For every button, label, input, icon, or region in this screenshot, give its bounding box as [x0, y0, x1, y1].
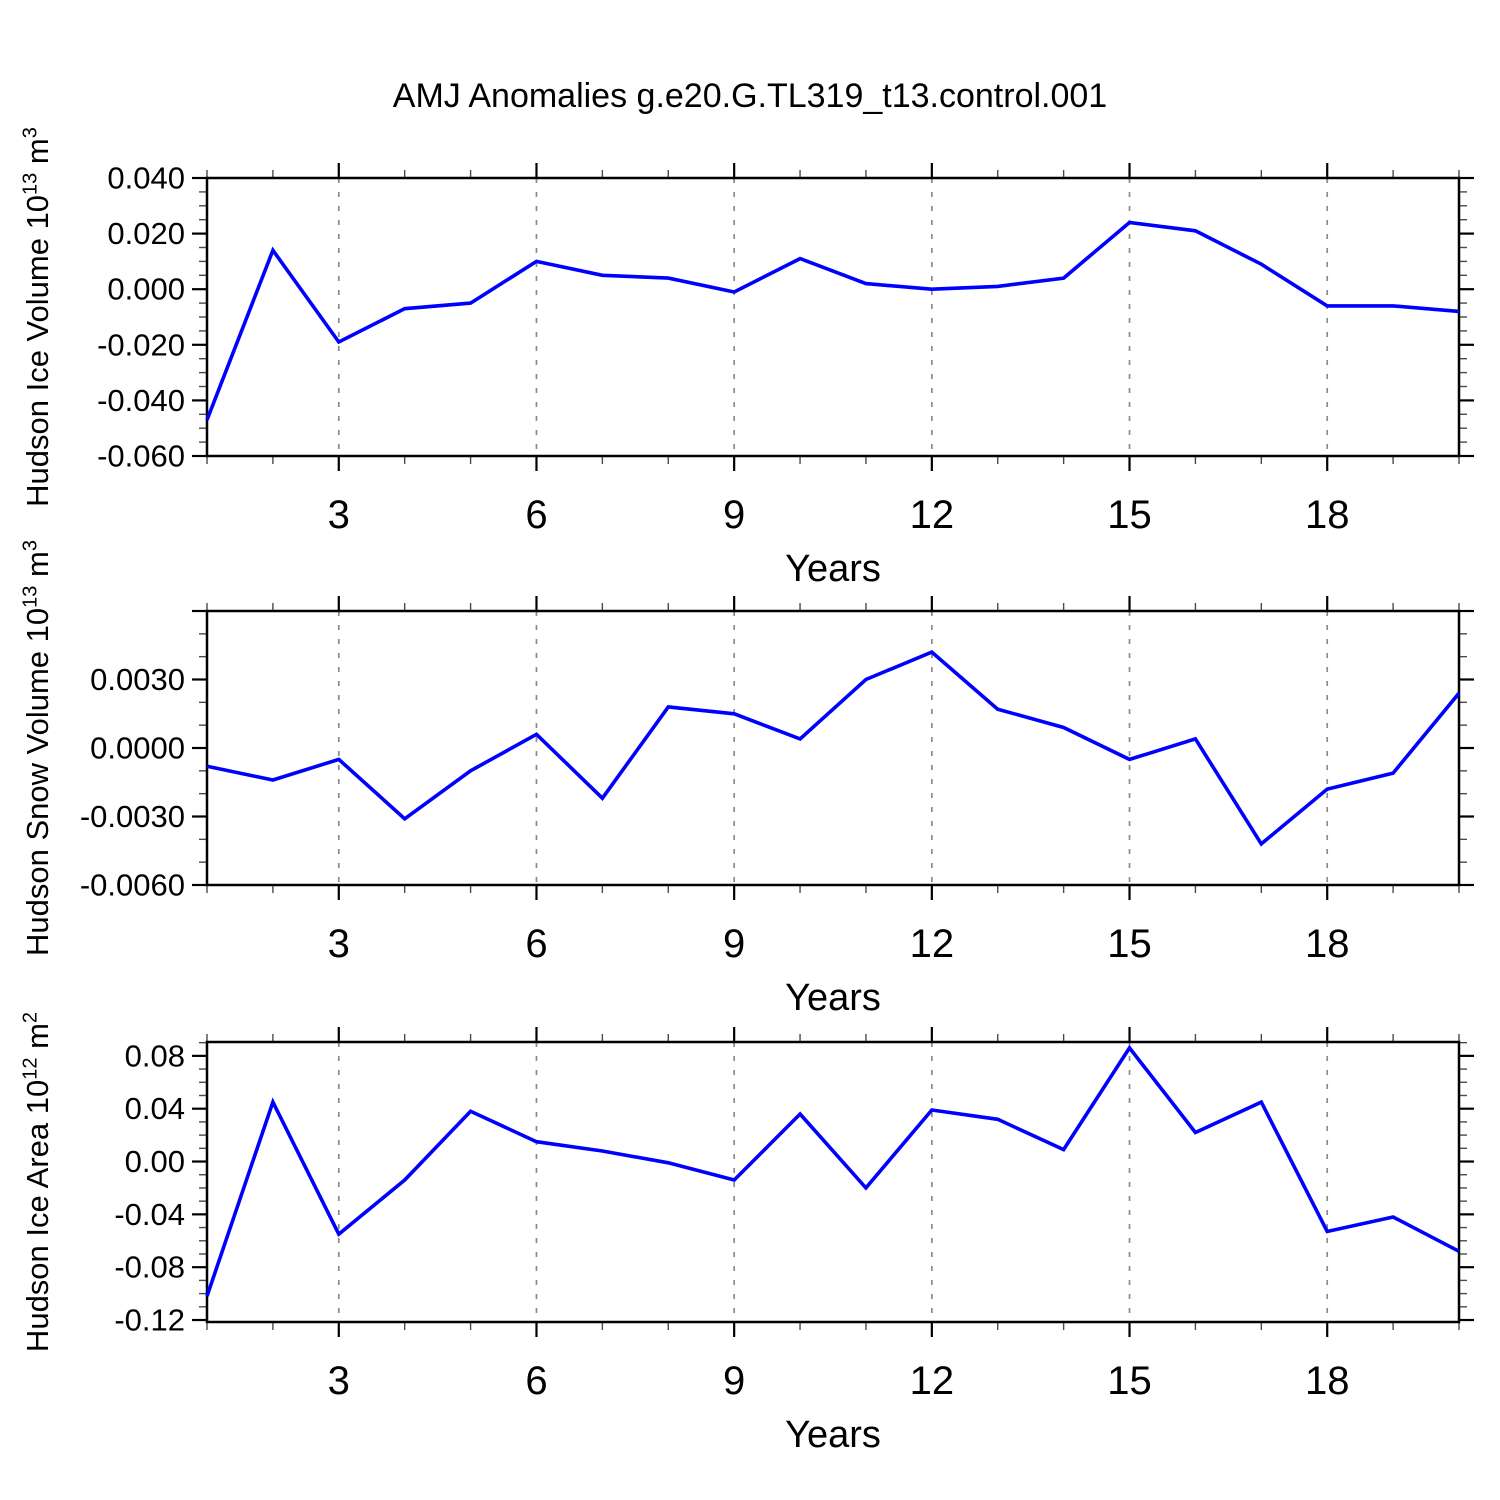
- panel-3: 0.08 0.04 0.00 -0.04 -0.08 -0.12 3 6 9 12 15 18 Year…: [114, 1027, 1474, 1456]
- y-tick-label: -0.0060: [80, 868, 185, 903]
- y-tick-label: 0.04: [125, 1091, 185, 1126]
- y-tick-label: -0.0030: [80, 799, 185, 834]
- x-tick-label: 18: [1305, 1359, 1350, 1403]
- x-tick-label: 15: [1107, 493, 1152, 537]
- x-tick-label: 18: [1305, 922, 1350, 966]
- y-tick-label: 0.08: [125, 1038, 185, 1073]
- x-tick-label: 3: [328, 493, 350, 537]
- x-axis-title: Years: [785, 977, 881, 1019]
- y-ticks: [192, 609, 1474, 887]
- x-axis-title: Years: [785, 548, 881, 590]
- y-tick-label: -0.060: [97, 439, 185, 474]
- x-tick-label: 3: [328, 1359, 350, 1403]
- data-line-panel-3: [205, 1044, 1460, 1297]
- y-tick-label: 0.0000: [90, 731, 185, 766]
- x-tick-label: 15: [1107, 1359, 1152, 1403]
- plot-border: [205, 1040, 1461, 1324]
- y-tick-label: -0.12: [114, 1303, 185, 1338]
- x-tick-label: 9: [723, 493, 745, 537]
- data-line-panel-2: [206, 650, 1461, 847]
- x-tick-label: 3: [328, 922, 350, 966]
- x-tick-label: 15: [1107, 922, 1152, 966]
- x-tick-label: 6: [525, 493, 547, 537]
- y-tick-label: 0.000: [107, 272, 185, 307]
- x-tick-label: 18: [1305, 493, 1350, 537]
- y-tick-label: -0.04: [114, 1197, 185, 1232]
- x-tick-label: 6: [525, 1359, 547, 1403]
- y-tick-label: 0.020: [107, 216, 185, 251]
- data-line-panel-1: [205, 220, 1460, 421]
- y-tick-label: 0.0030: [90, 662, 185, 697]
- x-tick-label: 6: [525, 922, 547, 966]
- x-tick-label: 9: [723, 922, 745, 966]
- y-ticks: [192, 176, 1474, 458]
- chart-title: AMJ Anomalies g.e20.G.TL319_t13.control.…: [392, 77, 1108, 115]
- panel-2: 0.0030 0.0000 -0.0030 -0.0060 3 6 9 12 15 18 Years: [80, 596, 1474, 1019]
- x-tick-label: 9: [723, 1359, 745, 1403]
- x-tick-label: 12: [910, 1359, 955, 1403]
- panel-1: 0.040 0.020 0.000 -0.020 -0.040 -0.060 3 6 9 12 15…: [97, 161, 1474, 590]
- x-ticks: [206, 163, 1460, 471]
- plot-border: [205, 609, 1461, 887]
- y-tick-label: 0.040: [107, 161, 185, 196]
- y-tick-label: -0.040: [97, 383, 185, 418]
- y-tick-label: -0.020: [97, 327, 185, 362]
- plot-border: [205, 176, 1461, 458]
- x-tick-label: 12: [910, 493, 955, 537]
- x-ticks: [206, 1027, 1460, 1337]
- x-ticks: [206, 596, 1460, 900]
- y-ticks: [192, 1041, 1474, 1322]
- y-tick-label: 0.00: [125, 1144, 185, 1179]
- y-tick-label: -0.08: [114, 1250, 185, 1285]
- x-axis-title: Years: [785, 1414, 881, 1456]
- x-tick-label: 12: [910, 922, 955, 966]
